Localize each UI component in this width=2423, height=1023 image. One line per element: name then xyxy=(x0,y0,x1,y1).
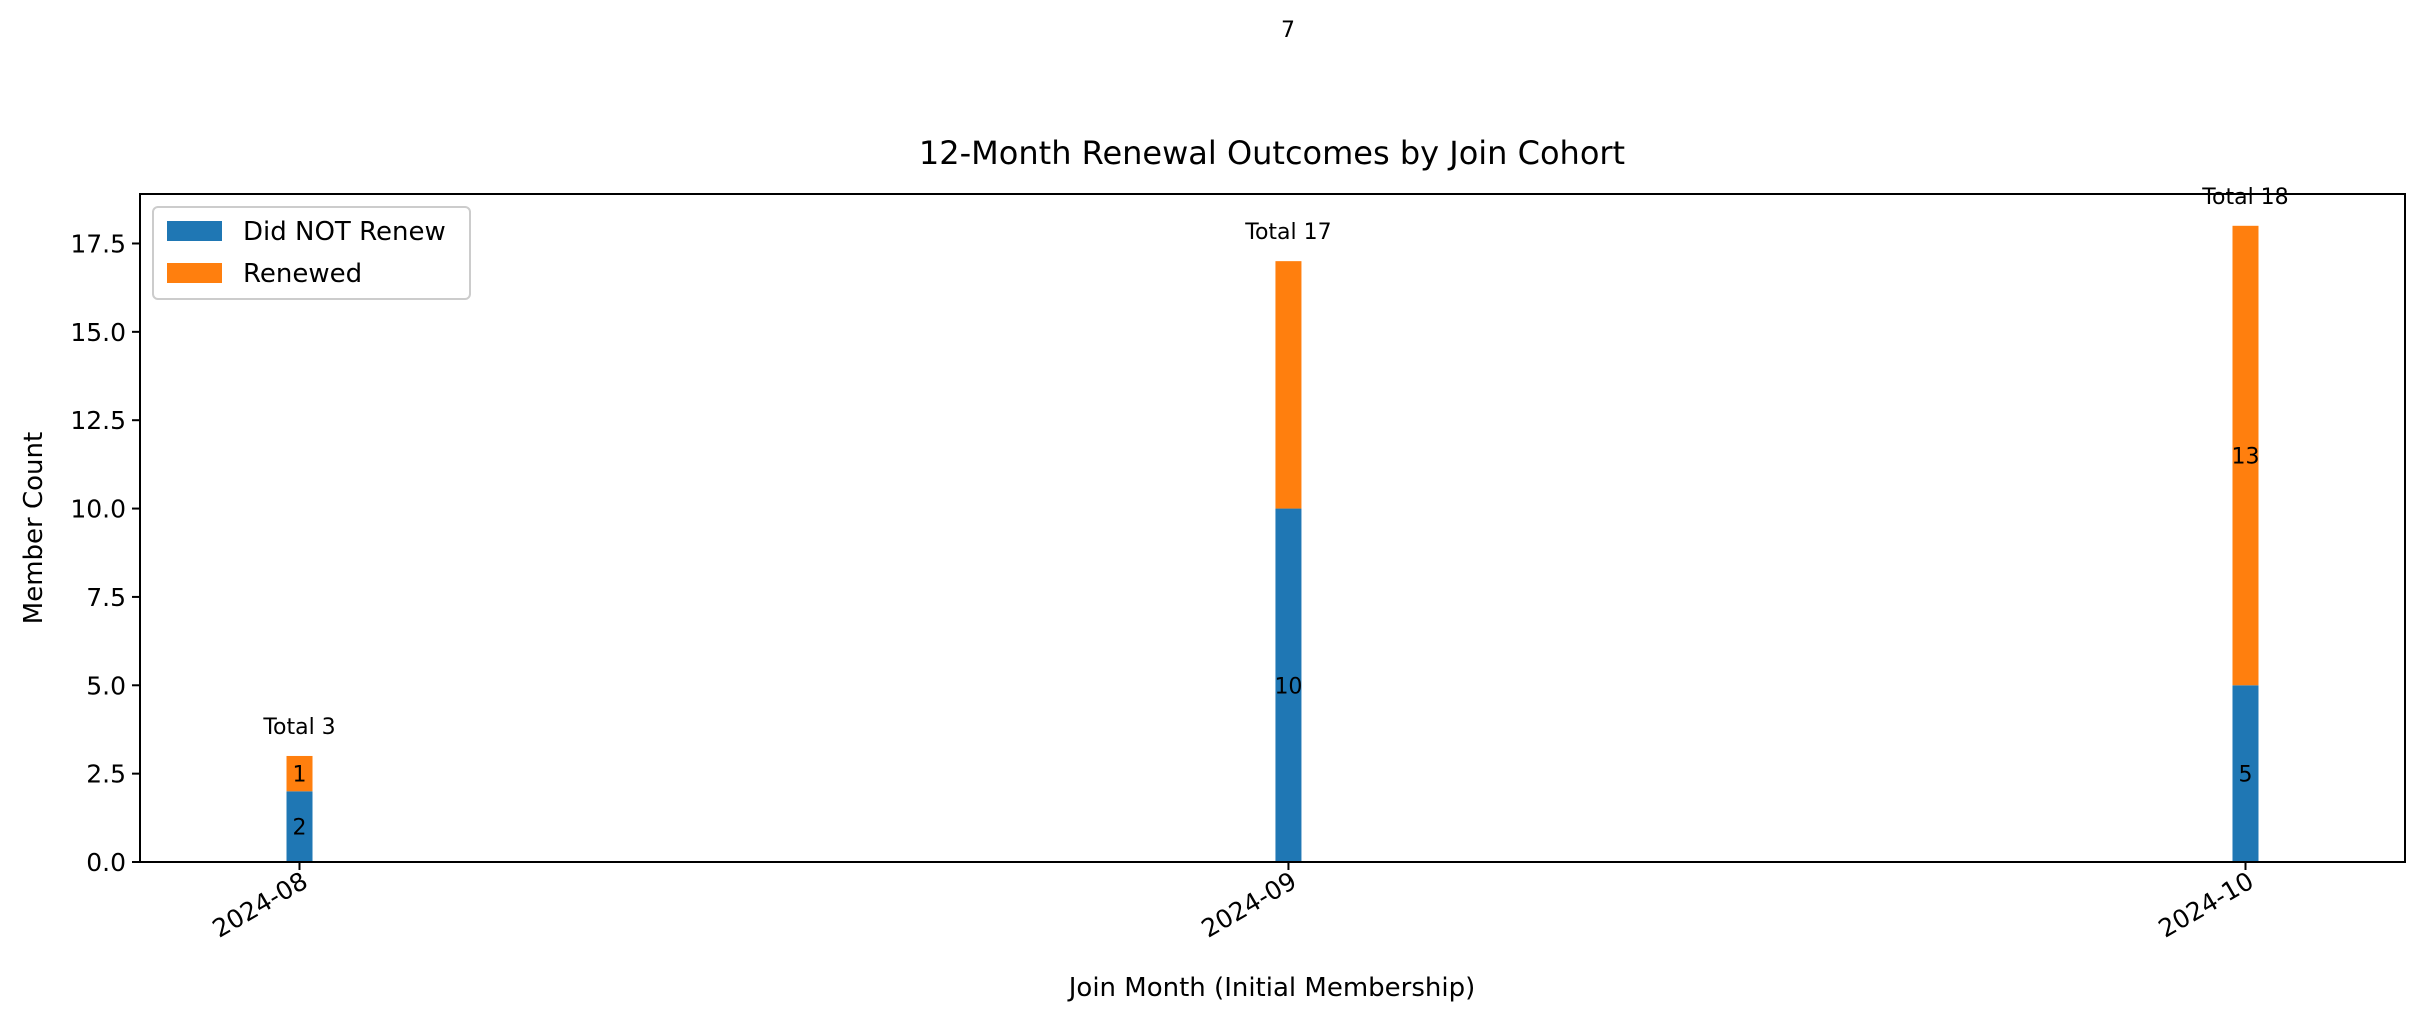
legend-label-renewed: Renewed xyxy=(243,259,362,289)
y-tick-label: 10.0 xyxy=(70,495,126,524)
y-tick-label: 7.5 xyxy=(86,583,126,612)
legend-label-did-not-renew: Did NOT Renew xyxy=(243,217,446,247)
x-axis: 2024-08 2024-09 2024-10 xyxy=(208,862,2259,943)
total-label-2024-10: Total 18 xyxy=(2201,185,2288,210)
legend-swatch-did-not-renew xyxy=(167,221,222,241)
y-tick-label: 12.5 xyxy=(70,406,126,435)
legend-swatch-renewed xyxy=(167,263,222,283)
legend: Did NOT Renew Renewed xyxy=(152,206,471,300)
y-axis-label: Member Count xyxy=(19,432,49,624)
bar-did-not-renew-2024-08 xyxy=(286,791,313,862)
y-tick-label: 0.0 xyxy=(86,848,126,877)
y-tick-label: 2.5 xyxy=(86,760,126,789)
x-tick-label: 2024-09 xyxy=(1196,866,1301,943)
total-label-2024-09: Total 17 xyxy=(1244,220,1331,245)
y-tick-label: 17.5 xyxy=(70,229,126,258)
bar-value-label-did-not-renew-2024-09: 10 xyxy=(1274,674,1302,699)
y-axis: 0.0 2.5 5.0 7.5 10.0 12.5 15.0 17.5 xyxy=(70,229,140,877)
page-number: 7 xyxy=(1281,18,1295,43)
legend-frame xyxy=(152,206,471,300)
bars xyxy=(286,225,2259,862)
bar-renewed-2024-10 xyxy=(2232,225,2259,686)
x-tick-label: 2024-08 xyxy=(208,866,313,943)
bar-value-label-renewed-2024-10: 13 xyxy=(2231,445,2259,470)
bar-did-not-renew-2024-10 xyxy=(2232,685,2259,862)
x-tick-label: 2024-10 xyxy=(2154,866,2259,943)
bar-renewed-2024-09 xyxy=(1275,261,1302,509)
bar-did-not-renew-2024-09 xyxy=(1275,508,1302,862)
bar-value-label-renewed-2024-08: 1 xyxy=(293,763,307,788)
y-tick-label: 5.0 xyxy=(86,671,126,700)
y-tick-label: 15.0 xyxy=(70,318,126,347)
bar-value-label-did-not-renew-2024-08: 2 xyxy=(293,816,307,841)
bar-renewed-2024-08 xyxy=(286,755,313,792)
total-labels: Total 3 Total 17 Total 18 xyxy=(262,185,2288,740)
bar-value-labels: 2 1 10 5 13 xyxy=(293,445,2260,841)
chart-title: 12-Month Renewal Outcomes by Join Cohort xyxy=(919,134,1625,172)
total-label-2024-08: Total 3 xyxy=(262,715,335,740)
plot-area-frame xyxy=(139,193,2406,863)
x-axis-label: Join Month (Initial Membership) xyxy=(1067,973,1476,1003)
bar-value-label-did-not-renew-2024-10: 5 xyxy=(2238,763,2252,788)
